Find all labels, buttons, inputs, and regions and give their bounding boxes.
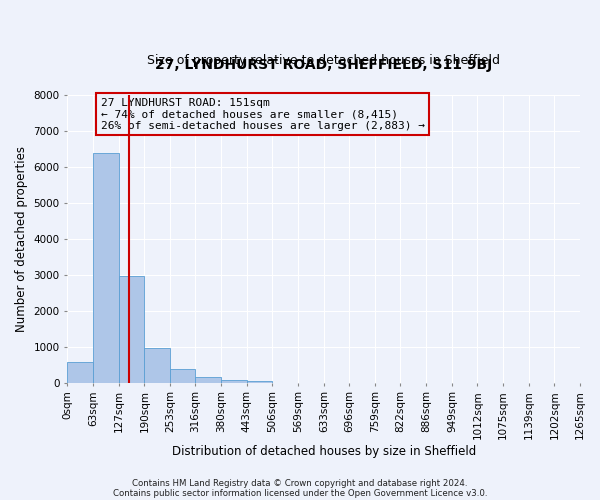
Bar [196,377,221,382]
Bar [170,369,196,382]
Bar [221,380,247,382]
Text: 27, LYNDHURST ROAD, SHEFFIELD, S11 9BJ: 27, LYNDHURST ROAD, SHEFFIELD, S11 9BJ [155,58,492,72]
X-axis label: Distribution of detached houses by size in Sheffield: Distribution of detached houses by size … [172,444,476,458]
Text: Contains public sector information licensed under the Open Government Licence v3: Contains public sector information licen… [113,488,487,498]
Bar [119,276,145,382]
Title: Size of property relative to detached houses in Sheffield: Size of property relative to detached ho… [147,54,500,67]
Bar [93,153,119,382]
Text: Contains HM Land Registry data © Crown copyright and database right 2024.: Contains HM Land Registry data © Crown c… [132,478,468,488]
Bar [247,380,272,382]
Text: 27 LYNDHURST ROAD: 151sqm
← 74% of detached houses are smaller (8,415)
26% of se: 27 LYNDHURST ROAD: 151sqm ← 74% of detac… [101,98,425,131]
Bar [67,362,93,382]
Y-axis label: Number of detached properties: Number of detached properties [15,146,28,332]
Bar [145,348,170,382]
